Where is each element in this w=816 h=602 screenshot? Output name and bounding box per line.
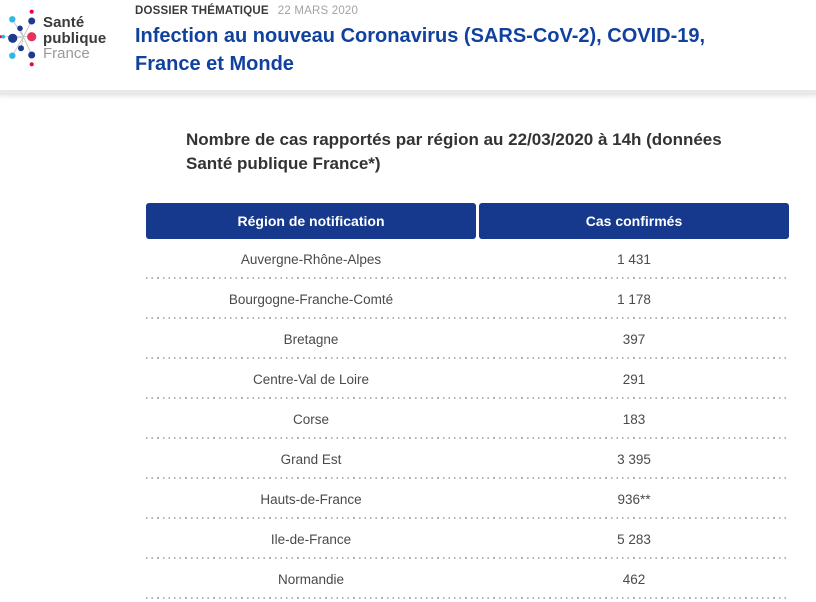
cases-cell: 936** xyxy=(617,491,651,507)
table-row: Auvergne-Rhône-Alpes 1 431 xyxy=(146,239,789,279)
region-cell: Auvergne-Rhône-Alpes xyxy=(240,251,382,267)
cases-table-body: Auvergne-Rhône-Alpes 1 431 Bourgogne-Fra… xyxy=(146,239,789,599)
dossier-eyebrow: DOSSIER THÉMATIQUE xyxy=(135,5,269,17)
table-row: Centre-Val de Loire 291 xyxy=(146,359,789,399)
cases-cell: 5 283 xyxy=(617,531,651,547)
page-title-line2: France et Monde xyxy=(135,53,294,75)
region-cell: Corse xyxy=(292,411,329,427)
table-row: Normandie 462 xyxy=(146,559,789,599)
table-row: Grand Est 3 395 xyxy=(146,439,789,479)
cases-cell: 462 xyxy=(622,571,646,587)
region-cell: Grand Est xyxy=(280,451,342,467)
cases-cell: 397 xyxy=(622,331,646,347)
table-caption-line2: Santé publique France*) xyxy=(186,154,381,173)
table-row: Bretagne 397 xyxy=(146,319,789,359)
table-row: Bourgogne-Franche-Comté 1 178 xyxy=(146,279,789,319)
cases-table: Région de notification Cas confirmés Auv… xyxy=(146,203,789,599)
site-header: Santé publique France DOSSIER THÉMATIQUE… xyxy=(0,0,816,90)
table-caption-line1: Nombre de cas rapportés par région au 22… xyxy=(186,130,722,149)
table-row: Hauts-de-France 936** xyxy=(146,479,789,519)
cases-table-header: Région de notification Cas confirmés xyxy=(146,203,789,239)
region-cell: Bourgogne-Franche-Comté xyxy=(228,291,394,307)
logo-name-line3: France xyxy=(43,45,90,62)
table-caption: Nombre de cas rapportés par région au 22… xyxy=(186,128,816,176)
sante-publique-france-logo[interactable]: Santé publique France xyxy=(0,8,106,70)
region-cell: Bretagne xyxy=(283,331,339,347)
cases-cell: 1 178 xyxy=(617,291,651,307)
region-cell: Ile-de-France xyxy=(270,531,352,547)
header-text-block: DOSSIER THÉMATIQUE 22 MARS 2020 Infectio… xyxy=(135,5,805,78)
column-header-cases: Cas confirmés xyxy=(479,203,789,239)
table-row: Corse 183 xyxy=(146,399,789,439)
cases-cell: 1 431 xyxy=(617,251,651,267)
breadcrumb: DOSSIER THÉMATIQUE 22 MARS 2020 xyxy=(135,5,805,17)
region-cell: Normandie xyxy=(277,571,345,587)
column-header-region: Région de notification xyxy=(146,203,476,239)
region-cell: Centre-Val de Loire xyxy=(252,371,370,387)
dossier-date: 22 MARS 2020 xyxy=(277,5,359,17)
logo-name-line2: publique xyxy=(43,29,107,47)
page-title-line1: Infection au nouveau Coronavirus (SARS-C… xyxy=(135,25,706,47)
table-row: Ile-de-France 5 283 xyxy=(146,519,789,559)
logo-dots-icon xyxy=(0,9,37,67)
logo-name-line1: Santé xyxy=(43,14,85,31)
main-content: Nombre de cas rapportés par région au 22… xyxy=(0,128,816,599)
page-title: Infection au nouveau Coronavirus (SARS-C… xyxy=(135,22,805,78)
header-divider xyxy=(0,90,816,95)
cases-cell: 291 xyxy=(622,371,646,387)
logo-wordmark: Santé publique France xyxy=(43,8,106,62)
region-cell: Hauts-de-France xyxy=(260,491,362,507)
cases-cell: 3 395 xyxy=(617,451,651,467)
cases-cell: 183 xyxy=(622,411,646,427)
